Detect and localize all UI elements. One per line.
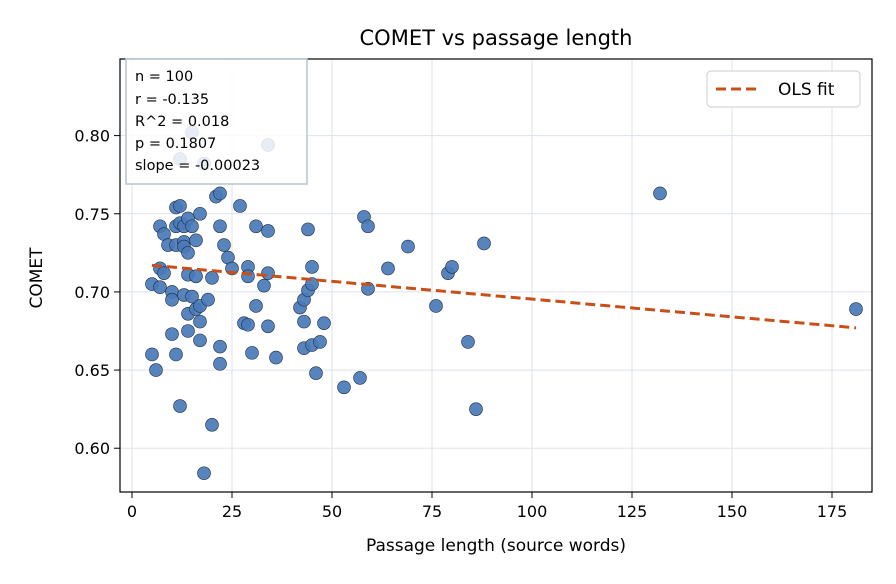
data-point: [653, 186, 667, 201]
legend-label-ols-fit: OLS fit: [778, 80, 835, 100]
data-point: [213, 357, 227, 371]
y-axis-label: COMET: [27, 247, 47, 309]
data-point: [309, 366, 323, 380]
grid-layer: [120, 59, 872, 492]
stats-line-n: n = 100: [135, 69, 193, 85]
stats-box-frame: [125, 58, 308, 185]
data-point: [233, 199, 247, 213]
data-point: [169, 347, 183, 362]
data-point: [181, 324, 195, 338]
data-point: [261, 266, 275, 280]
data-point: [217, 238, 231, 252]
x-tick-label: 150: [717, 502, 748, 521]
data-point: [245, 346, 259, 360]
y-tick-label: 0.75: [74, 205, 110, 224]
data-point: [429, 299, 443, 313]
ticks-layer: 0 25 50 75 100 125 150 175 0.60 0.65 0.70 0.75 0.80: [74, 127, 847, 521]
data-point: [165, 292, 179, 307]
data-point: [213, 186, 227, 201]
data-point: [173, 199, 187, 213]
data-point: [173, 399, 187, 413]
data-point: [477, 236, 491, 251]
data-point: [297, 314, 311, 329]
data-point: [193, 206, 207, 221]
data-point: [301, 222, 315, 237]
data-point: [189, 233, 203, 248]
data-point: [269, 350, 283, 365]
x-tick-label: 100: [517, 502, 548, 521]
stats-line-r: r = -0.135: [135, 92, 209, 108]
stats-line-slope: slope = -0.00023: [135, 158, 260, 174]
data-point: [241, 317, 255, 332]
data-point: [261, 224, 275, 238]
data-point: [149, 363, 163, 377]
data-point: [205, 271, 219, 285]
data-point: [353, 371, 367, 385]
data-point: [189, 269, 203, 284]
data-point: [305, 277, 319, 291]
data-point: [461, 335, 475, 349]
data-point: [153, 280, 167, 295]
data-point: [213, 339, 227, 354]
ols-fit-line: [151, 263, 857, 330]
data-point: [469, 402, 483, 416]
data-point: [165, 327, 179, 341]
x-tick-label: 0: [127, 502, 137, 521]
data-point: [213, 219, 227, 234]
legend: OLS fit: [706, 70, 861, 108]
x-tick-label: 50: [322, 502, 342, 521]
data-point: [185, 219, 199, 234]
y-tick-label: 0.60: [74, 439, 110, 458]
x-tick-label: 175: [817, 502, 848, 521]
data-point: [157, 266, 171, 280]
stats-box: n = 100 r = -0.135 R^2 = 0.018 p = 0.180…: [125, 58, 308, 185]
data-point: [205, 417, 219, 432]
data-point: [257, 278, 271, 293]
data-point: [381, 261, 395, 276]
y-tick-label: 0.65: [74, 361, 110, 380]
y-tick-label: 0.80: [74, 127, 110, 146]
data-point: [305, 260, 319, 274]
data-point: [361, 219, 375, 234]
data-point: [261, 319, 275, 334]
data-point: [401, 239, 415, 254]
data-point: [185, 289, 199, 304]
data-point: [201, 292, 215, 307]
data-point: [193, 333, 207, 348]
plot-frame: [119, 58, 873, 493]
data-point: [145, 347, 159, 362]
x-axis-label: Passage length (source words): [366, 536, 626, 556]
data-point: [193, 314, 207, 329]
x-tick-label: 75: [422, 502, 442, 521]
fit-layer: [151, 263, 857, 330]
stats-line-r2: R^2 = 0.018: [135, 114, 229, 130]
y-tick-label: 0.70: [74, 283, 110, 302]
data-point: [241, 269, 255, 284]
stats-line-p: p = 0.1807: [135, 136, 216, 152]
legend-frame: [706, 70, 861, 108]
data-point: [337, 380, 351, 395]
data-point: [249, 219, 263, 234]
data-point: [249, 299, 263, 313]
data-point: [445, 260, 459, 274]
data-point: [849, 302, 863, 316]
x-tick-label: 25: [222, 502, 242, 521]
data-point: [313, 335, 327, 349]
data-point: [181, 246, 195, 260]
data-point: [317, 316, 331, 330]
data-point: [197, 466, 211, 481]
x-tick-label: 125: [617, 502, 648, 521]
chart-title: COMET vs passage length: [360, 26, 633, 50]
